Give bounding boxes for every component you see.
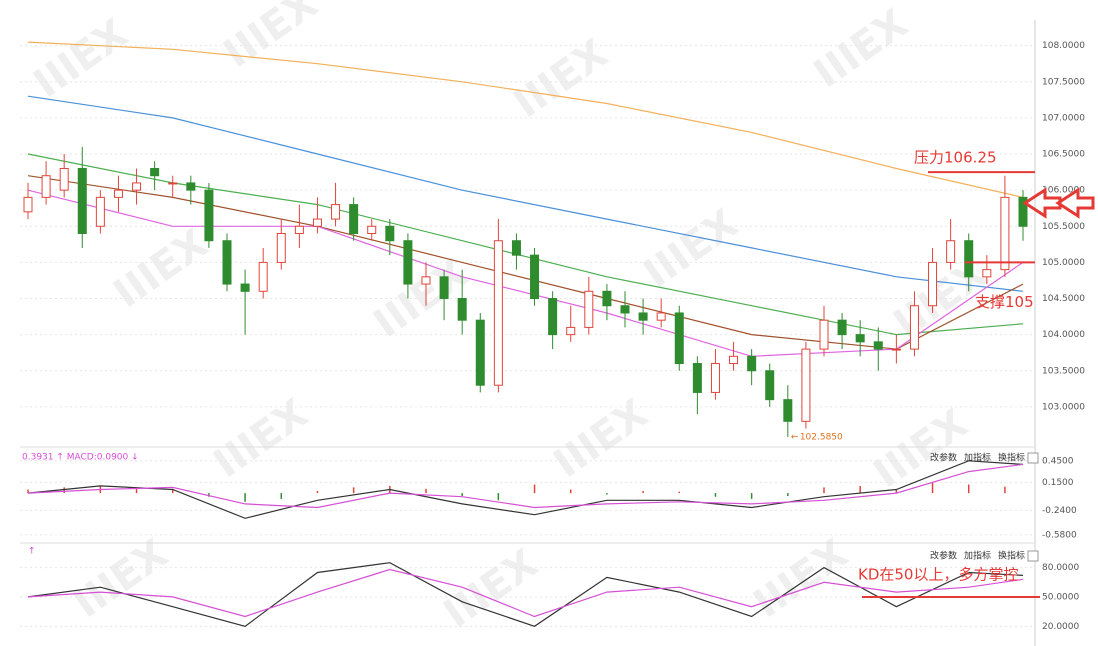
candle-body	[41, 175, 51, 198]
close-button[interactable]	[1027, 452, 1039, 464]
candle-body	[801, 348, 811, 422]
y-tick-label: 0.1500	[1042, 478, 1074, 488]
candle-body	[1000, 196, 1010, 271]
y-tick-label: -0.2400	[1042, 506, 1077, 516]
tool-button[interactable]: 换指标	[998, 452, 1025, 464]
candle-body	[349, 204, 359, 235]
low-label: 102.5850	[800, 432, 843, 442]
candle-body	[457, 298, 467, 321]
candle-body	[168, 182, 178, 185]
arrow-icon	[1022, 187, 1095, 219]
candle-body	[982, 269, 992, 278]
candle-body	[783, 399, 793, 422]
macd-header: 0.3931 ↑ MACD:0.0900 ↓	[22, 453, 139, 463]
candle-body	[819, 319, 829, 350]
candle-body	[439, 276, 449, 300]
candle-body	[186, 182, 196, 191]
candle-body	[132, 182, 142, 191]
indicator-line	[27, 95, 1024, 292]
candle-body	[421, 276, 431, 285]
candle-body	[765, 370, 775, 401]
candle-body	[620, 305, 630, 314]
candle-body	[729, 355, 739, 365]
candle-body	[113, 189, 123, 198]
candle-body	[530, 254, 540, 300]
candle-body	[602, 290, 612, 307]
tool-button[interactable]: 改参数	[930, 452, 957, 464]
candle-body	[258, 261, 268, 292]
candle-body	[204, 189, 214, 242]
y-tick-label: 103.5000	[1042, 366, 1085, 376]
candle-body	[1018, 196, 1028, 227]
candle-body	[566, 326, 576, 336]
candle-body	[403, 240, 413, 285]
candle-body	[222, 240, 232, 285]
y-tick-label: 0.4500	[1042, 456, 1074, 466]
kd-marker: ↑	[28, 547, 36, 557]
candle-body	[873, 341, 883, 350]
indicator-line	[27, 562, 1024, 627]
y-tick-label: 50.0000	[1042, 592, 1079, 602]
tool-button[interactable]: 加指标	[964, 550, 991, 562]
candle-body	[294, 225, 304, 235]
price-panel: 103.0000 103.5000 104.0000 104.5000 105.0000…	[20, 41, 1085, 442]
kd-panel: ↑ 80.0000 50.0000 20.0000 改参数 加指标 换指标 KD在50以上，…	[20, 547, 1079, 632]
candle-body	[95, 196, 105, 227]
candle-body	[964, 240, 974, 278]
candle-body	[59, 167, 69, 191]
tool-button[interactable]: 改参数	[930, 550, 957, 562]
y-tick-label: 104.0000	[1042, 330, 1085, 340]
low-arrow: ←	[791, 432, 799, 442]
candle-body	[150, 167, 160, 177]
y-tick-label: 80.0000	[1042, 563, 1079, 573]
candle-body	[638, 312, 648, 321]
y-tick-label: 104.5000	[1042, 294, 1085, 304]
candle-body	[747, 355, 757, 372]
y-tick-label: 20.0000	[1042, 622, 1079, 632]
annotation-text: 支撑105	[975, 293, 1034, 311]
candle-body	[548, 298, 558, 336]
indicator-line	[27, 41, 1024, 198]
indicator-line	[27, 463, 1024, 509]
close-button[interactable]	[1027, 550, 1039, 562]
indicator-line	[27, 568, 1024, 618]
candle-body	[312, 218, 322, 227]
candle-body	[23, 196, 33, 213]
candle-body	[891, 348, 901, 351]
candle-body	[584, 290, 594, 328]
annotation-text: KD在50以上，多方掌控	[858, 565, 1018, 583]
tool-button[interactable]: 换指标	[998, 550, 1025, 562]
candle-body	[909, 305, 919, 350]
candle-body	[928, 261, 938, 307]
annotation-text: 压力106.25	[914, 149, 997, 167]
y-tick-label: 107.5000	[1042, 77, 1085, 87]
y-tick-label: 103.0000	[1042, 402, 1085, 412]
candle-body	[385, 225, 395, 242]
y-tick-label: 106.5000	[1042, 150, 1085, 160]
y-tick-label: 105.5000	[1042, 222, 1085, 232]
candle-body	[367, 225, 377, 235]
candle-body	[656, 312, 666, 321]
candle-body	[276, 233, 286, 263]
candle-body	[855, 334, 865, 343]
candle-body	[710, 363, 720, 393]
candle-body	[240, 283, 250, 292]
candle-body	[493, 240, 503, 386]
candle-body	[692, 363, 702, 393]
y-tick-label: 108.0000	[1042, 41, 1085, 51]
y-tick-label: 105.0000	[1042, 258, 1085, 268]
candle-body	[475, 319, 485, 386]
candle-body	[331, 204, 341, 220]
candle-body	[77, 167, 87, 234]
y-tick-label: 106.0000	[1042, 186, 1085, 196]
candle-body	[946, 240, 956, 263]
candle-body	[674, 312, 684, 365]
macd-panel: 0.3931 ↑ MACD:0.0900 ↓ 0.4500 0.1500 -0.24…	[20, 452, 1077, 540]
y-tick-label: 107.0000	[1042, 113, 1085, 123]
candle-body	[511, 240, 521, 256]
indicator-line	[27, 460, 1024, 519]
y-tick-label: -0.5800	[1042, 530, 1077, 540]
candle-body	[837, 319, 847, 336]
